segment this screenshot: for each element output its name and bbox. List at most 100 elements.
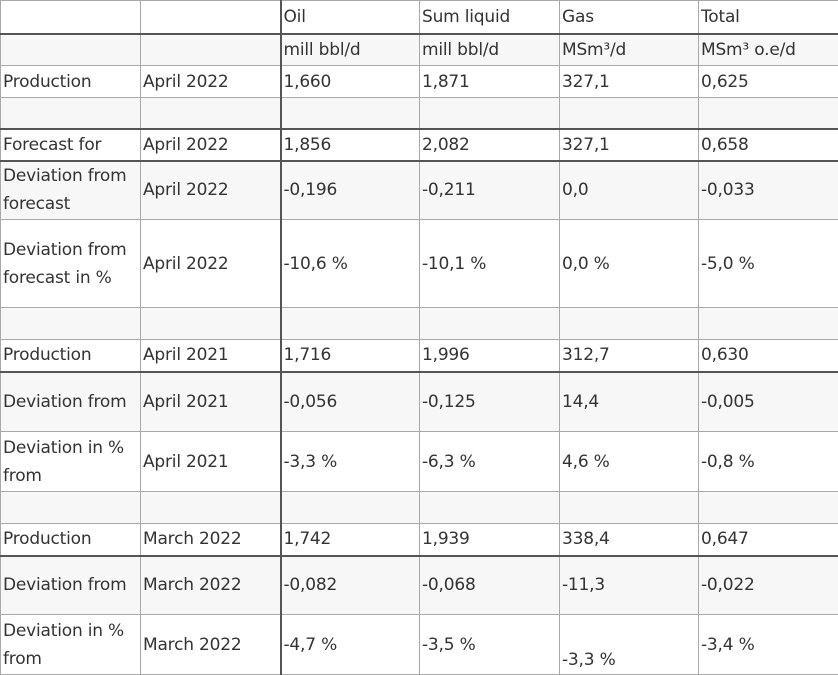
cell-oil: 1,742	[281, 524, 420, 556]
cell-label: Production	[1, 524, 141, 556]
cell-oil: -10,6 %	[281, 220, 420, 308]
unit-cell	[141, 34, 281, 66]
cell-period: April 2022	[141, 129, 281, 161]
cell-total: 0,630	[699, 340, 838, 372]
cell-label: Deviation from forecast in %	[1, 220, 141, 308]
cell-period	[141, 492, 281, 524]
header-row: Oil Sum liquid Gas Total	[1, 1, 838, 34]
header-cell	[1, 1, 141, 34]
cell-oil: 1,660	[281, 66, 420, 98]
cell-label: Deviation in % from	[1, 615, 141, 675]
cell-gas	[560, 492, 699, 524]
cell-label: Production	[1, 340, 141, 372]
cell-gas: 327,1	[560, 66, 699, 98]
cell-period: April 2022	[141, 161, 281, 220]
cell-label	[1, 492, 141, 524]
cell-label	[1, 308, 141, 340]
cell-gas: 0,0	[560, 161, 699, 220]
cell-total	[699, 98, 838, 129]
cell-total: -0,033	[699, 161, 838, 220]
units-row: mill bbl/d mill bbl/d MSm³/d MSm³ o.e/d	[1, 34, 838, 66]
cell-liquid: -3,5 %	[420, 615, 560, 675]
cell-total: -5,0 %	[699, 220, 838, 308]
cell-total: 0,647	[699, 524, 838, 556]
table-row	[1, 492, 838, 524]
cell-gas: 4,6 %	[560, 432, 699, 492]
unit-gas: MSm³/d	[560, 34, 699, 66]
cell-total: -0,022	[699, 556, 838, 615]
cell-oil	[281, 98, 420, 129]
cell-label: Deviation from	[1, 372, 141, 432]
table-row	[1, 308, 838, 340]
cell-period: March 2022	[141, 556, 281, 615]
cell-liquid	[420, 98, 560, 129]
cell-period: April 2021	[141, 372, 281, 432]
cell-liquid	[420, 492, 560, 524]
cell-liquid: 1,996	[420, 340, 560, 372]
cell-liquid: -6,3 %	[420, 432, 560, 492]
cell-liquid	[420, 308, 560, 340]
cell-period	[141, 98, 281, 129]
cell-liquid: 2,082	[420, 129, 560, 161]
cell-oil: -4,7 %	[281, 615, 420, 675]
cell-period: April 2022	[141, 66, 281, 98]
cell-liquid: -0,211	[420, 161, 560, 220]
cell-total: -0,8 %	[699, 432, 838, 492]
cell-gas: 0,0 %	[560, 220, 699, 308]
cell-total	[699, 308, 838, 340]
table-row: Deviation from forecast in %April 2022-1…	[1, 220, 838, 308]
header-total: Total	[699, 1, 838, 34]
unit-oil: mill bbl/d	[281, 34, 420, 66]
cell-liquid: -0,125	[420, 372, 560, 432]
cell-label: Deviation from	[1, 556, 141, 615]
header-cell	[141, 1, 281, 34]
unit-cell	[1, 34, 141, 66]
cell-oil: -0,082	[281, 556, 420, 615]
cell-gas: 312,7	[560, 340, 699, 372]
header-oil: Oil	[281, 1, 420, 34]
cell-label: Deviation from forecast	[1, 161, 141, 220]
cell-liquid: -0,068	[420, 556, 560, 615]
cell-label: Deviation in % from	[1, 432, 141, 492]
cell-oil: 1,856	[281, 129, 420, 161]
cell-period: April 2021	[141, 340, 281, 372]
cell-gas	[560, 98, 699, 129]
cell-oil: -3,3 %	[281, 432, 420, 492]
cell-gas: 338,4	[560, 524, 699, 556]
cell-period: April 2022	[141, 220, 281, 308]
cell-period	[141, 308, 281, 340]
cell-oil	[281, 308, 420, 340]
cell-total	[699, 492, 838, 524]
cell-period: March 2022	[141, 524, 281, 556]
cell-liquid: -10,1 %	[420, 220, 560, 308]
cell-oil: 1,716	[281, 340, 420, 372]
header-sum-liquid: Sum liquid	[420, 1, 560, 34]
cell-label: Production	[1, 66, 141, 98]
cell-total: -3,4 %	[699, 615, 838, 675]
unit-sum-liquid: mill bbl/d	[420, 34, 560, 66]
cell-gas	[560, 308, 699, 340]
cell-oil	[281, 492, 420, 524]
cell-gas: 327,1	[560, 129, 699, 161]
cell-oil: -0,056	[281, 372, 420, 432]
cell-period: April 2021	[141, 432, 281, 492]
cell-total: -0,005	[699, 372, 838, 432]
cell-oil: -0,196	[281, 161, 420, 220]
cell-period: March 2022	[141, 615, 281, 675]
cell-gas: -3,3 %	[560, 615, 699, 675]
cell-gas: -11,3	[560, 556, 699, 615]
cell-gas: 14,4	[560, 372, 699, 432]
cell-liquid: 1,871	[420, 66, 560, 98]
table-row	[1, 98, 838, 129]
unit-total: MSm³ o.e/d	[699, 34, 838, 66]
cell-total: 0,658	[699, 129, 838, 161]
